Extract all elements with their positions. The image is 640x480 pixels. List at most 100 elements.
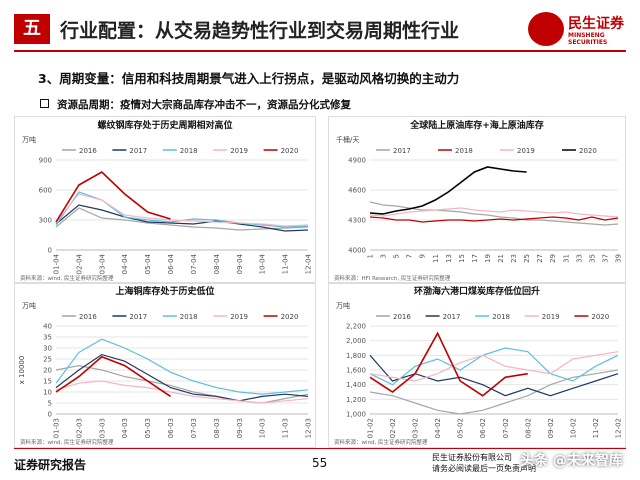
x-tick-label: 12-02 — [615, 418, 623, 438]
x-tick-label: 05-03 — [144, 418, 152, 438]
x-tick-label: 03-02 — [412, 418, 420, 438]
x-tick-label: 10-04 — [259, 253, 267, 274]
x-tick-label: 05-04 — [144, 253, 152, 274]
unit-label: 万吨 — [22, 301, 36, 310]
y-tick-label: 25 — [43, 356, 52, 364]
legend-label: 2019 — [517, 147, 535, 155]
series-line — [369, 347, 619, 386]
x-tick-label: 09-04 — [236, 253, 244, 274]
x-tick-label: 29 — [549, 254, 557, 263]
y-tick-label: 1,000 — [346, 411, 366, 419]
x-tick-label: 7 — [406, 254, 414, 258]
series-line — [369, 354, 619, 397]
legend-label: 2019 — [542, 313, 560, 321]
section-number: 五 — [14, 14, 50, 44]
legend-label: 2016 — [393, 313, 411, 321]
legend-label: 2018 — [455, 147, 473, 155]
legend-label: 2017 — [129, 147, 147, 155]
x-tick-label: 02-03 — [75, 418, 83, 438]
series-line — [369, 351, 619, 382]
legend-label: 2020 — [591, 313, 609, 321]
series-line — [369, 369, 619, 415]
legend-label: 2017 — [443, 313, 461, 321]
legend-label: 2016 — [79, 147, 97, 155]
x-tick-label: 04-02 — [434, 418, 442, 438]
company: 民生证券股份有限公司 — [432, 453, 512, 462]
x-tick-label: 04-03 — [121, 418, 129, 438]
x-tick-label: 27 — [536, 254, 544, 263]
series-line — [369, 166, 527, 215]
y-tick-label: 4900 — [348, 157, 366, 165]
x-tick-label: 13 — [445, 254, 453, 263]
unit-label: 千桶/天 — [336, 135, 359, 144]
x-tick-label: 07-02 — [502, 418, 510, 438]
x-tick-label: 11 — [432, 254, 440, 263]
chart-title: 上海铜库存处于历史低位 — [115, 285, 214, 297]
x-tick-label: 05-02 — [457, 418, 465, 438]
x-tick-label: 08-03 — [213, 418, 221, 438]
series-line — [55, 191, 309, 228]
source-note: 资料来源：HFI Research, 民生证券研究院整理 — [334, 274, 451, 282]
bullet: 资源品周期：疫情对大宗商品库存冲击不一，资源品分化式修复 — [40, 97, 351, 112]
series-line — [369, 331, 528, 397]
x-tick-label: 39 — [615, 254, 623, 263]
unit-label: 万吨 — [336, 301, 350, 310]
y-tick-label: 20 — [43, 367, 52, 375]
x-tick-label: 15 — [458, 254, 466, 263]
source-note: 资料来源：wind, 民生证券研究院整理 — [20, 438, 114, 446]
logo-text: 民生证券 — [568, 16, 624, 32]
watermark: 头条 @未来智库 — [520, 453, 623, 469]
x-tick-label: 35 — [588, 254, 596, 263]
y-tick-label: 10 — [43, 389, 52, 397]
footer-left: 证券研究报告 — [14, 458, 87, 472]
subtitle: 3、周期变量：信用和科技周期景气进入上行拐点，是驱动风格切换的主动力 — [38, 71, 460, 86]
series-line — [369, 207, 619, 218]
x-tick-label: 01-04 — [53, 253, 61, 274]
x-tick-label: 10-02 — [569, 418, 577, 438]
legend-label: 2017 — [393, 147, 411, 155]
x-tick-label: 1 — [367, 254, 375, 258]
chart-title: 环渤海六港口煤炭库存低位回升 — [414, 285, 540, 297]
bullet-text: 资源品周期：疫情对大宗商品库存冲击不一，资源品分化式修复 — [57, 99, 351, 111]
x-tick-label: 23 — [510, 254, 518, 263]
x-tick-label: 03-04 — [98, 253, 106, 274]
header-rule — [14, 50, 626, 52]
y-tick-label: 2,200 — [346, 323, 366, 331]
y-tick-label: 30 — [43, 345, 52, 353]
x-tick-label: 08-02 — [524, 418, 532, 438]
x-tick-label: 21 — [497, 254, 505, 263]
x-tick-label: 12-04 — [305, 253, 313, 274]
legend-label: 2018 — [180, 147, 198, 155]
x-tick-label: 09-02 — [547, 418, 555, 438]
x-tick-label: 01-02 — [367, 418, 375, 438]
y-tick-label: 1,400 — [346, 381, 366, 389]
legend-label: 2018 — [492, 313, 510, 321]
x-tick-label: 33 — [575, 254, 583, 263]
source-note: 资料来源：wind, 民生证券研究院整理 — [334, 438, 428, 446]
footer-right: 民生证券股份有限公司 请务必阅读最后一页免责声明 — [432, 452, 536, 474]
chart-frame — [14, 282, 316, 448]
y-tick-label: 40 — [43, 323, 52, 331]
chart-frame — [328, 116, 626, 284]
series-line — [369, 216, 619, 223]
y-tick-label: 15 — [43, 378, 52, 386]
series-line — [55, 355, 171, 398]
legend-label: 2020 — [579, 147, 597, 155]
series-line — [55, 338, 309, 395]
y-tick-label: 1,200 — [346, 396, 366, 404]
x-tick-label: 06-03 — [167, 418, 175, 438]
bullet-icon — [40, 99, 49, 108]
y-tick-label: 2,000 — [346, 337, 366, 345]
x-tick-label: 11-04 — [282, 253, 290, 274]
x-tick-label: 9 — [419, 254, 427, 258]
x-tick-label: 31 — [562, 254, 570, 263]
x-tick-label: 09-03 — [236, 418, 244, 438]
y-tick-label: 0 — [48, 247, 52, 255]
x-tick-label: 02-02 — [389, 418, 397, 438]
x-tick-label: 3 — [380, 254, 388, 258]
x-tick-label: 11-02 — [592, 418, 600, 438]
